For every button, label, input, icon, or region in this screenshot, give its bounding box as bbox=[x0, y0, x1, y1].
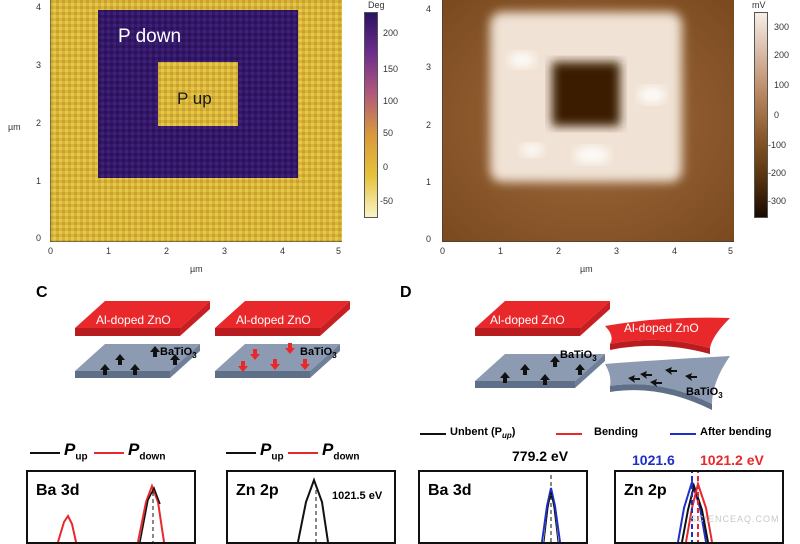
c-legend2-down: Pdown bbox=[322, 440, 360, 463]
phase-map bbox=[50, 0, 342, 242]
b-xtick-0: 0 bbox=[440, 246, 446, 256]
panel-c-letter: C bbox=[36, 284, 48, 301]
b-cb-tick-0: 0 bbox=[774, 110, 780, 120]
a-xtick-3: 3 bbox=[222, 246, 228, 256]
c-legend: Pup Pdown Pup Pdown bbox=[30, 440, 400, 464]
d-slab-label-2: Al-doped ZnO bbox=[624, 321, 699, 335]
c-legend-up: Pup bbox=[64, 440, 88, 463]
b-cb-tick-neg300: -300 bbox=[768, 196, 787, 206]
c-substrate-label-1: BaTiO3 bbox=[160, 346, 197, 361]
b-cb-tick-200: 200 bbox=[774, 50, 790, 60]
b-colorbar-unit: mV bbox=[752, 0, 766, 10]
c-stack-down bbox=[215, 301, 350, 378]
c-slab-label-1: Al-doped ZnO bbox=[96, 313, 171, 327]
c-legend-line-up bbox=[30, 452, 60, 454]
b-ytick-2: 2 bbox=[426, 120, 432, 130]
b-xtick-2: 2 bbox=[556, 246, 562, 256]
a-cb-tick-0: 0 bbox=[383, 162, 389, 172]
d-ba3d-box: Ba 3d bbox=[418, 470, 588, 544]
b-colorbar bbox=[754, 12, 768, 218]
a-ytick-1: 1 bbox=[36, 176, 42, 186]
c-zn2p-title: Zn 2p bbox=[236, 482, 279, 499]
d-substrate-label-2: BaTiO3 bbox=[686, 386, 723, 401]
c-substrate-label-2: BaTiO3 bbox=[300, 346, 337, 361]
a-xtick-2: 2 bbox=[164, 246, 170, 256]
c-legend2-up: Pup bbox=[260, 440, 284, 463]
d-ba3d-spectrum bbox=[541, 472, 561, 542]
panel-a: 4 3 2 1 0 µm P down P up 0 1 2 3 4 5 µm bbox=[0, 0, 400, 280]
b-xtick-1: 1 bbox=[498, 246, 504, 256]
a-colorbar-unit: Deg bbox=[368, 0, 385, 10]
d-slab-label-1: Al-doped ZnO bbox=[490, 313, 565, 327]
c-slab-label-2: Al-doped ZnO bbox=[236, 313, 311, 327]
d-zn2p-title: Zn 2p bbox=[624, 482, 667, 499]
b-xtick-5: 5 bbox=[728, 246, 734, 256]
b-ytick-4: 4 bbox=[426, 4, 432, 14]
c-legend-down: Pdown bbox=[128, 440, 166, 463]
c-legend2-line-up bbox=[226, 452, 256, 454]
c-zn2p-peak: 1021.5 eV bbox=[332, 490, 383, 502]
a-ytick-3: 3 bbox=[36, 60, 42, 70]
a-colorbar bbox=[364, 12, 378, 218]
dark-square bbox=[552, 62, 620, 126]
a-xtick-1: 1 bbox=[106, 246, 112, 256]
a-cb-tick-100: 100 bbox=[383, 96, 399, 106]
d-zn2p-spectrum bbox=[677, 472, 713, 542]
d-legend-unbent: Unbent (Pup) bbox=[450, 426, 516, 441]
c-zn2p-spectrum bbox=[297, 477, 329, 542]
a-xlabel: µm bbox=[190, 264, 203, 274]
b-cb-tick-neg100: -100 bbox=[768, 140, 787, 150]
d-legend-after: After bending bbox=[700, 426, 772, 438]
panel-b: 4 3 2 1 0 0 1 2 3 4 5 µm mV 300 200 100 … bbox=[400, 0, 800, 280]
b-cb-tick-neg200: -200 bbox=[768, 168, 787, 178]
a-ylabel: µm bbox=[8, 122, 21, 132]
b-cb-tick-300: 300 bbox=[774, 22, 790, 32]
b-xtick-4: 4 bbox=[672, 246, 678, 256]
a-cb-tick-200: 200 bbox=[383, 28, 399, 38]
d-legend: Unbent (Pup) Bending After bending bbox=[420, 424, 800, 444]
d-legend-line-after bbox=[670, 433, 696, 435]
d-stack-flat bbox=[475, 301, 610, 388]
b-ytick-0: 0 bbox=[426, 234, 432, 244]
d-legend-bending: Bending bbox=[594, 426, 638, 438]
a-cb-tick-150: 150 bbox=[383, 64, 399, 74]
c-ba3d-box: Ba 3d bbox=[26, 470, 196, 544]
c-ba3d-spectrum bbox=[57, 483, 165, 542]
a-xtick-0: 0 bbox=[48, 246, 54, 256]
b-ytick-1: 1 bbox=[426, 177, 432, 187]
panel-c-schematic bbox=[75, 301, 350, 378]
a-ytick-0: 0 bbox=[36, 233, 42, 243]
panel-d-letter: D bbox=[400, 284, 412, 301]
d-zn2p-peak-red: 1021.2 eV bbox=[700, 452, 764, 468]
b-xlabel: µm bbox=[580, 264, 593, 274]
d-substrate-label-1: BaTiO3 bbox=[560, 349, 597, 364]
p-down-label: P down bbox=[118, 26, 182, 47]
d-stack-bent bbox=[605, 317, 730, 410]
d-legend-line-unbent bbox=[420, 433, 446, 435]
b-cb-tick-100: 100 bbox=[774, 80, 790, 90]
b-xtick-3: 3 bbox=[614, 246, 620, 256]
c-zn2p-box: Zn 2p 1021.5 eV bbox=[226, 470, 396, 544]
a-ytick-4: 4 bbox=[36, 2, 42, 12]
c-legend-line-down bbox=[94, 452, 124, 454]
potential-map bbox=[442, 0, 734, 242]
p-up-label: P up bbox=[177, 89, 212, 108]
b-ytick-3: 3 bbox=[426, 62, 432, 72]
a-cb-tick-50: 50 bbox=[383, 128, 394, 138]
d-ba3d-title: Ba 3d bbox=[428, 482, 472, 499]
a-xtick-5: 5 bbox=[336, 246, 342, 256]
c-ba3d-title: Ba 3d bbox=[36, 482, 80, 499]
a-xtick-4: 4 bbox=[280, 246, 286, 256]
d-zn2p-box: Zn 2p bbox=[614, 470, 784, 544]
d-zn2p-peak-blue: 1021.6 bbox=[632, 452, 675, 468]
watermark: SCIENCEAQ.COM bbox=[690, 514, 780, 524]
c-legend2-line-down bbox=[288, 452, 318, 454]
d-ba3d-peak: 779.2 eV bbox=[512, 448, 569, 464]
a-cb-tick-neg50: -50 bbox=[380, 196, 394, 206]
d-legend-line-bending bbox=[556, 433, 582, 435]
p-up-region bbox=[158, 62, 238, 126]
panel-d-schematic bbox=[475, 301, 730, 410]
c-stack-up bbox=[75, 301, 210, 378]
a-ytick-2: 2 bbox=[36, 118, 42, 128]
